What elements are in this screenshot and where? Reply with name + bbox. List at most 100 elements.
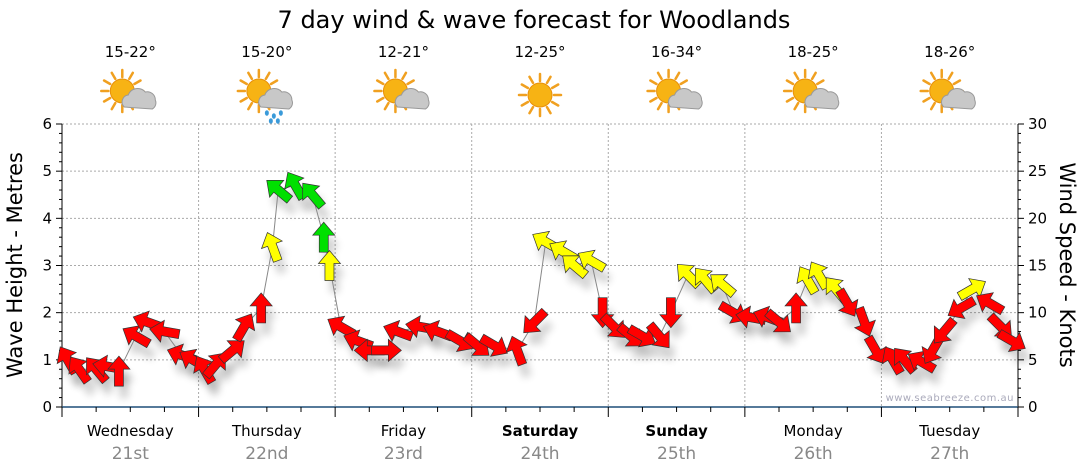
date-label: 25th xyxy=(657,444,696,464)
wind-arrow xyxy=(232,313,256,343)
sun-ray xyxy=(102,79,112,86)
temperature-range: 18-25° xyxy=(788,43,839,61)
wind-arrow xyxy=(659,297,683,329)
raindrop xyxy=(271,113,276,119)
wind-arrow xyxy=(835,287,859,317)
cloud xyxy=(667,88,703,110)
sun-ray xyxy=(269,79,279,86)
wind-arrow xyxy=(996,329,1026,352)
cloud xyxy=(121,88,157,110)
watermark: www.seabreeze.com.au xyxy=(886,393,1014,404)
wind-arrow xyxy=(249,292,273,324)
sun-ray xyxy=(793,71,800,81)
wind-arrow-shadow xyxy=(468,344,494,368)
day-label: Tuesday xyxy=(918,422,980,440)
sun-ray xyxy=(375,79,385,86)
partly-cloudy-icon xyxy=(373,68,430,114)
wind-arrow xyxy=(478,333,508,357)
y2-tick-label: 10 xyxy=(1028,304,1047,322)
date-label: 24th xyxy=(520,444,559,464)
y2-axis-label: Wind Speed - Knots xyxy=(1055,162,1079,367)
wind-arrow-shadow xyxy=(769,321,796,344)
sun-ray xyxy=(110,101,117,111)
partly-cloudy-icon xyxy=(100,68,157,114)
showers-icon xyxy=(236,68,293,124)
partly-cloudy-icon xyxy=(919,68,976,114)
sun xyxy=(527,82,553,108)
wind-arrow-shadow xyxy=(715,286,742,310)
sun-ray xyxy=(550,100,560,107)
y-tick-label: 4 xyxy=(42,209,52,227)
wind-arrow xyxy=(710,274,737,298)
cloud xyxy=(258,88,293,110)
sun-ray xyxy=(247,71,254,81)
y2-tick-label: 5 xyxy=(1028,351,1038,369)
raindrop xyxy=(268,118,273,124)
wind-arrow-shadow xyxy=(428,332,459,354)
y-tick-label: 0 xyxy=(42,398,52,416)
sun-ray xyxy=(247,101,254,111)
wind-arrow xyxy=(933,316,958,344)
date-label: 21st xyxy=(112,444,149,464)
wind-arrow-shadow xyxy=(913,363,942,386)
cloud xyxy=(804,88,840,110)
temperature-range: 15-22° xyxy=(105,43,156,61)
sun-ray xyxy=(102,96,112,103)
y2-tick-label: 30 xyxy=(1028,115,1047,133)
sun-ray xyxy=(674,71,681,81)
day-label: Sunday xyxy=(645,422,708,440)
wind-arrow xyxy=(107,355,131,387)
sun-ray xyxy=(239,96,248,103)
wind-arrow-shadow xyxy=(127,337,157,360)
wind-arrow xyxy=(317,249,342,281)
sun-ray xyxy=(785,96,795,103)
sun-ray xyxy=(649,96,658,103)
partly-cloudy-icon xyxy=(782,68,840,114)
wind-arrow xyxy=(302,182,326,210)
wind-arrow xyxy=(149,319,181,343)
sun-ray xyxy=(239,79,248,86)
day-label: Thursday xyxy=(231,422,302,440)
wind-arrow xyxy=(312,221,336,253)
day-label: Wednesday xyxy=(87,422,174,440)
wind-arrow xyxy=(383,319,414,343)
wind-arrow xyxy=(784,292,808,324)
wind-arrow xyxy=(853,306,876,337)
temperature-range: 16-34° xyxy=(651,43,702,61)
wind-arrow-shadow xyxy=(740,318,772,340)
wind-arrow xyxy=(894,347,918,375)
wind-arrow-shadow xyxy=(207,365,231,391)
sun-ray xyxy=(649,79,658,86)
wind-arrow-shadow xyxy=(664,309,687,340)
sun-ray xyxy=(406,79,415,86)
temperature-range: 15-20° xyxy=(241,43,292,61)
sun-ray xyxy=(528,75,535,85)
y2-tick-label: 15 xyxy=(1028,257,1047,275)
wind-arrow xyxy=(562,255,590,280)
wind-arrow xyxy=(986,312,1012,338)
sun-ray xyxy=(929,101,936,111)
sun-ray xyxy=(656,101,663,111)
wind-arrow xyxy=(694,267,719,295)
sun-ray xyxy=(110,71,117,81)
temperature-range: 12-21° xyxy=(378,43,429,61)
day-label: Saturday xyxy=(502,422,579,440)
raindrop xyxy=(264,110,269,116)
day-label: Monday xyxy=(784,422,843,440)
cloud xyxy=(941,88,976,110)
raindrop xyxy=(278,110,283,116)
wind-arrow xyxy=(947,296,977,319)
temperature-range: 12-25° xyxy=(514,43,565,61)
date-label: 22nd xyxy=(245,444,288,464)
wind-arrow xyxy=(976,292,1006,316)
sun-ray xyxy=(816,79,825,86)
raindrop xyxy=(275,118,280,124)
sun-ray xyxy=(128,71,135,81)
sun-ray xyxy=(375,96,385,103)
sun-ray xyxy=(520,83,530,90)
wind-arrow xyxy=(68,356,92,385)
wind-arrow xyxy=(217,340,245,364)
cloud xyxy=(394,88,430,110)
sun-ray xyxy=(528,105,535,115)
